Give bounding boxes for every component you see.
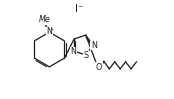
Text: N: N bbox=[91, 41, 97, 50]
Text: +: + bbox=[50, 28, 53, 32]
Text: S: S bbox=[83, 51, 88, 60]
Text: N: N bbox=[47, 27, 53, 36]
Text: Me: Me bbox=[39, 15, 50, 24]
Text: N: N bbox=[70, 47, 76, 56]
Text: O: O bbox=[96, 63, 102, 72]
Text: I⁻: I⁻ bbox=[75, 4, 84, 14]
